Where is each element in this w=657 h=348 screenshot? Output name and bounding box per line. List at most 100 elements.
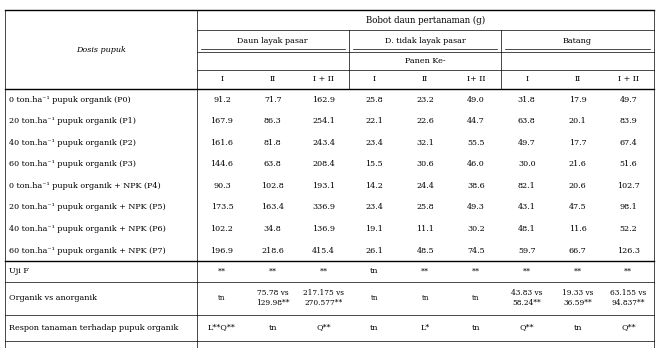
Text: Batang: Batang	[563, 37, 592, 45]
Text: D. tidak layak pasar: D. tidak layak pasar	[385, 37, 466, 45]
Text: Panen Ke-: Panen Ke-	[405, 57, 445, 65]
Text: tn: tn	[370, 324, 378, 332]
Text: 49.0: 49.0	[467, 96, 485, 103]
Text: 21.6: 21.6	[568, 160, 587, 168]
Text: 46.0: 46.0	[467, 160, 485, 168]
Text: 218.6: 218.6	[261, 247, 284, 254]
Text: tn: tn	[370, 268, 378, 275]
Text: 48.5: 48.5	[417, 247, 434, 254]
Text: tn: tn	[472, 294, 480, 302]
Text: 243.4: 243.4	[312, 139, 335, 147]
Text: 102.7: 102.7	[617, 182, 640, 190]
Text: 17.7: 17.7	[569, 139, 586, 147]
Text: **: **	[269, 268, 277, 275]
Text: 163.4: 163.4	[261, 204, 284, 211]
Text: 43.1: 43.1	[518, 204, 535, 211]
Text: 40 ton.ha⁻¹ pupuk organik + NPK (P6): 40 ton.ha⁻¹ pupuk organik + NPK (P6)	[9, 225, 166, 233]
Text: 91.2: 91.2	[213, 96, 231, 103]
Text: 38.6: 38.6	[467, 182, 485, 190]
Text: 14.2: 14.2	[365, 182, 383, 190]
Text: 15.5: 15.5	[365, 160, 383, 168]
Text: 63.8: 63.8	[264, 160, 282, 168]
Text: 26.1: 26.1	[365, 247, 383, 254]
Text: 90.3: 90.3	[213, 182, 231, 190]
Text: 102.8: 102.8	[261, 182, 284, 190]
Text: **: **	[523, 268, 531, 275]
Text: 71.7: 71.7	[264, 96, 282, 103]
Text: tn: tn	[218, 294, 226, 302]
Text: 49.7: 49.7	[518, 139, 535, 147]
Text: 22.1: 22.1	[365, 117, 383, 125]
Text: 75.78 vs
129.98**: 75.78 vs 129.98**	[256, 290, 290, 307]
Text: **: **	[218, 268, 226, 275]
Text: 25.8: 25.8	[417, 204, 434, 211]
Text: 32.1: 32.1	[416, 139, 434, 147]
Text: 48.1: 48.1	[518, 225, 535, 233]
Text: tn: tn	[269, 324, 277, 332]
Text: I: I	[220, 75, 223, 83]
Text: II: II	[269, 75, 276, 83]
Text: 217.175 vs
270.577**: 217.175 vs 270.577**	[303, 290, 344, 307]
Text: 67.4: 67.4	[620, 139, 637, 147]
Text: 136.9: 136.9	[312, 225, 335, 233]
Text: 83.9: 83.9	[620, 117, 637, 125]
Text: 63.155 vs
94.837**: 63.155 vs 94.837**	[610, 290, 646, 307]
Text: 31.8: 31.8	[518, 96, 535, 103]
Text: L*: L*	[420, 324, 430, 332]
Text: I + II: I + II	[618, 75, 639, 83]
Text: 34.8: 34.8	[264, 225, 282, 233]
Text: Daun layak pasar: Daun layak pasar	[237, 37, 308, 45]
Text: **: **	[472, 268, 480, 275]
Text: 49.7: 49.7	[620, 96, 637, 103]
Text: Dosis pupuk: Dosis pupuk	[76, 46, 126, 54]
Text: 86.3: 86.3	[264, 117, 282, 125]
Text: II: II	[422, 75, 428, 83]
Text: tn: tn	[421, 294, 429, 302]
Text: 196.9: 196.9	[210, 247, 233, 254]
Text: 44.7: 44.7	[467, 117, 485, 125]
Text: Bobot daun pertanaman (g): Bobot daun pertanaman (g)	[365, 15, 485, 25]
Text: 63.8: 63.8	[518, 117, 535, 125]
Text: 22.6: 22.6	[416, 117, 434, 125]
Text: 20.6: 20.6	[569, 182, 587, 190]
Text: 17.9: 17.9	[569, 96, 587, 103]
Text: 161.6: 161.6	[210, 139, 233, 147]
Text: 40 ton.ha⁻¹ pupuk organik (P2): 40 ton.ha⁻¹ pupuk organik (P2)	[9, 139, 136, 147]
Text: 126.3: 126.3	[617, 247, 640, 254]
Text: tn: tn	[472, 324, 480, 332]
Text: 52.2: 52.2	[620, 225, 637, 233]
Text: 24.4: 24.4	[416, 182, 434, 190]
Text: 59.7: 59.7	[518, 247, 535, 254]
Text: 23.4: 23.4	[365, 204, 383, 211]
Text: 336.9: 336.9	[312, 204, 335, 211]
Text: 144.6: 144.6	[210, 160, 233, 168]
Text: 98.1: 98.1	[620, 204, 637, 211]
Text: Organik vs anorganik: Organik vs anorganik	[9, 294, 97, 302]
Text: Q**: Q**	[621, 324, 635, 332]
Text: 254.1: 254.1	[312, 117, 335, 125]
Text: Uji F: Uji F	[9, 268, 29, 275]
Text: 47.5: 47.5	[569, 204, 586, 211]
Text: 162.9: 162.9	[312, 96, 335, 103]
Text: 19.1: 19.1	[365, 225, 383, 233]
Text: tn: tn	[574, 324, 581, 332]
Text: 167.9: 167.9	[210, 117, 233, 125]
Text: 81.8: 81.8	[264, 139, 282, 147]
Text: 60 ton.ha⁻¹ pupuk organik (P3): 60 ton.ha⁻¹ pupuk organik (P3)	[9, 160, 136, 168]
Text: **: **	[574, 268, 581, 275]
Text: I+ II: I+ II	[466, 75, 485, 83]
Text: 173.5: 173.5	[211, 204, 233, 211]
Text: 66.7: 66.7	[569, 247, 587, 254]
Text: Q**: Q**	[520, 324, 534, 332]
Text: II: II	[574, 75, 581, 83]
Text: 23.2: 23.2	[416, 96, 434, 103]
Text: I + II: I + II	[313, 75, 334, 83]
Text: 30.6: 30.6	[417, 160, 434, 168]
Text: **: **	[421, 268, 429, 275]
Text: 55.5: 55.5	[467, 139, 485, 147]
Text: 0 ton.ha⁻¹ pupuk organik (P0): 0 ton.ha⁻¹ pupuk organik (P0)	[9, 96, 131, 103]
Text: I: I	[373, 75, 376, 83]
Text: L**Q**: L**Q**	[208, 324, 236, 332]
Text: 0 ton.ha⁻¹ pupuk organik + NPK (P4): 0 ton.ha⁻¹ pupuk organik + NPK (P4)	[9, 182, 161, 190]
Text: Q**: Q**	[316, 324, 331, 332]
